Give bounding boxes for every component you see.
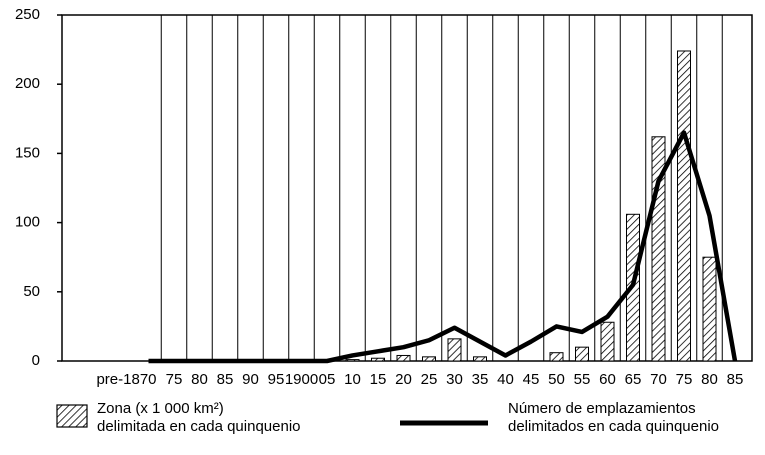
x-tick-label: 85 bbox=[217, 371, 234, 388]
x-tick-label: 30 bbox=[446, 371, 463, 388]
x-tick-label: 50 bbox=[548, 371, 565, 388]
x-tick-label: 80 bbox=[191, 371, 208, 388]
y-tick-label: 0 bbox=[32, 352, 40, 369]
y-tick-label: 100 bbox=[15, 214, 40, 231]
y-tick-label: 150 bbox=[15, 144, 40, 161]
bar bbox=[345, 359, 360, 362]
x-tick-label: 35 bbox=[472, 371, 489, 388]
x-tick-label: 15 bbox=[370, 371, 387, 388]
bar bbox=[422, 356, 436, 362]
x-tick-label: 05 bbox=[319, 371, 336, 388]
x-tick-label: 70 bbox=[650, 371, 667, 388]
x-tick-label: 10 bbox=[344, 371, 361, 388]
x-tick-label: 90 bbox=[242, 371, 259, 388]
plot-frame bbox=[61, 14, 753, 362]
x-tick-label: 85 bbox=[727, 371, 744, 388]
bar bbox=[371, 357, 385, 362]
x-tick-label: 60 bbox=[599, 371, 616, 388]
bar bbox=[702, 256, 717, 362]
bar bbox=[600, 321, 615, 362]
x-tick-label: 65 bbox=[625, 371, 642, 388]
x-tick-label: 55 bbox=[574, 371, 591, 388]
x-tick-label: 1900 bbox=[285, 371, 318, 388]
x-tick-label: 25 bbox=[421, 371, 438, 388]
x-tick-label: 80 bbox=[701, 371, 718, 388]
x-tick-label: 75 bbox=[166, 371, 183, 388]
bar bbox=[473, 356, 487, 362]
bar bbox=[447, 338, 462, 362]
y-tick-label: 50 bbox=[23, 283, 40, 300]
x-tick-label: 45 bbox=[523, 371, 540, 388]
line bbox=[148, 130, 738, 364]
y-tick-label: 200 bbox=[15, 75, 40, 92]
x-tick-label: 20 bbox=[395, 371, 412, 388]
bar bbox=[677, 50, 691, 362]
bar bbox=[549, 352, 564, 362]
bar bbox=[396, 354, 411, 362]
x-tick-label: 40 bbox=[497, 371, 514, 388]
x-tick-label: 75 bbox=[676, 371, 693, 388]
x-tick-label: pre-1870 bbox=[96, 371, 156, 388]
bar bbox=[575, 346, 589, 362]
legend-swatch bbox=[56, 404, 88, 428]
legend-label: Zona (x 1 000 km²) delimitada en cada qu… bbox=[97, 400, 301, 435]
legend-label: Número de emplazamientos delimitados en … bbox=[508, 400, 719, 435]
x-tick-label: 95 bbox=[268, 371, 285, 388]
y-tick-label: 250 bbox=[15, 6, 40, 23]
